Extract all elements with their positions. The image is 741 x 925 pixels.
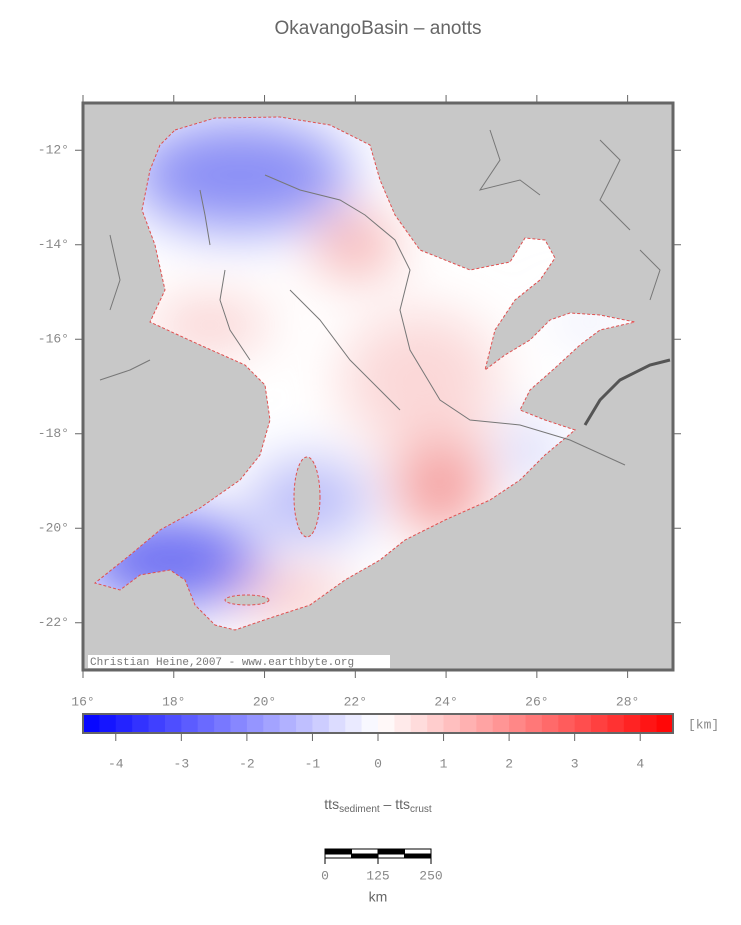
- colorbar-step: [476, 714, 494, 733]
- title: OkavangoBasin – anotts: [274, 18, 481, 39]
- colorbar-step: [312, 714, 330, 733]
- colorbar-step: [459, 714, 477, 733]
- x-tick-label: 24°: [434, 694, 457, 709]
- colorbar-step: [427, 714, 445, 733]
- frame: [81, 101, 675, 672]
- scale-segment: [351, 848, 379, 855]
- colorbar-step: [378, 714, 395, 733]
- colorbar-step: [214, 714, 231, 733]
- colorbar-step: [541, 714, 559, 733]
- colorbar-step: [525, 714, 543, 733]
- colorbar-tick-label: 3: [571, 756, 579, 771]
- y-tick-label: -16°: [38, 332, 69, 347]
- x-tick-label: 28°: [616, 694, 639, 709]
- scale-bar: 0 125 250: [321, 848, 443, 883]
- colorbar-step: [148, 714, 166, 733]
- colorbar-tick-label: 0: [374, 756, 382, 771]
- colorbar-step: [115, 714, 133, 733]
- colorbar-step: [296, 714, 313, 733]
- colorbar-step: [230, 714, 248, 733]
- label-part: tts: [395, 796, 410, 812]
- colorbar: [km]: [82, 713, 719, 734]
- colorbar-step: [263, 714, 281, 733]
- colorbar-tick-label: 2: [505, 756, 513, 771]
- colorbar-step: [558, 714, 576, 733]
- scale-segment: [404, 853, 432, 859]
- colorbar-step: [656, 714, 674, 733]
- colorbar-step: [509, 714, 526, 733]
- colorbar-label: ttssediment – ttscrust: [324, 796, 432, 815]
- colorbar-step: [492, 714, 510, 733]
- colorbar-step: [361, 714, 379, 733]
- scale-tick-label: 0: [321, 868, 329, 883]
- x-tick-label: 20°: [253, 694, 276, 709]
- colorbar-tick-label: -3: [174, 756, 190, 771]
- credit: Christian Heine,2007 - www.earthbyte.org: [90, 657, 354, 669]
- colorbar-tick-label: 4: [636, 756, 644, 771]
- colorbar-step: [99, 714, 117, 733]
- y-tick-label: -18°: [38, 426, 69, 441]
- label-sub: sediment: [339, 804, 380, 815]
- colorbar-step: [443, 714, 461, 733]
- scale-segment: [377, 848, 405, 855]
- scale-tick-label: 250: [419, 868, 442, 883]
- lake: [293, 456, 321, 538]
- label-sub: crust: [410, 804, 432, 815]
- colorbar-tick-label: -2: [239, 756, 255, 771]
- colorbar-tick-label: -1: [305, 756, 321, 771]
- scale-tick-label: 125: [366, 868, 389, 883]
- y-tick-label: -14°: [38, 237, 69, 252]
- colorbar-unit: [km]: [688, 717, 719, 732]
- x-tick-label: 26°: [525, 694, 548, 709]
- scale-segment: [351, 853, 379, 859]
- colorbar-step: [591, 714, 608, 733]
- colorbar-step: [623, 714, 641, 733]
- colorbar-step: [607, 714, 625, 733]
- label-part: tts: [324, 796, 339, 812]
- scale-unit: km: [369, 889, 388, 905]
- colorbar-step: [410, 714, 428, 733]
- scale-segment: [324, 848, 352, 855]
- credit-box: [88, 655, 390, 668]
- x-tick-label: 18°: [162, 694, 185, 709]
- label-part: –: [380, 796, 396, 812]
- scale-segment: [404, 848, 432, 855]
- colorbar-step: [279, 714, 297, 733]
- colorbar-step: [574, 714, 592, 733]
- colorbar-step: [132, 714, 150, 733]
- y-tick-label: -20°: [38, 521, 69, 536]
- colorbar-step: [328, 714, 346, 733]
- pan: [224, 594, 270, 606]
- y-tick-label: -22°: [38, 615, 69, 630]
- colorbar-step: [164, 714, 182, 733]
- scale-segment: [377, 853, 405, 859]
- colorbar-step: [197, 714, 215, 733]
- colorbar-tick-label: -4: [108, 756, 124, 771]
- colorbar-step: [345, 714, 363, 733]
- x-tick-label: 16°: [71, 694, 94, 709]
- colorbar-tick-label: 1: [440, 756, 448, 771]
- x-tick-label: 22°: [344, 694, 367, 709]
- scale-segment: [324, 853, 352, 859]
- y-tick-label: -12°: [38, 143, 69, 158]
- colorbar-step: [394, 714, 412, 733]
- colorbar-step: [246, 714, 264, 733]
- rivers: [99, 129, 671, 466]
- colorbar-step: [83, 714, 100, 733]
- colorbar-step: [640, 714, 658, 733]
- map: Christian Heine,2007 - www.earthbyte.org: [81, 101, 675, 672]
- colorbar-step: [181, 714, 199, 733]
